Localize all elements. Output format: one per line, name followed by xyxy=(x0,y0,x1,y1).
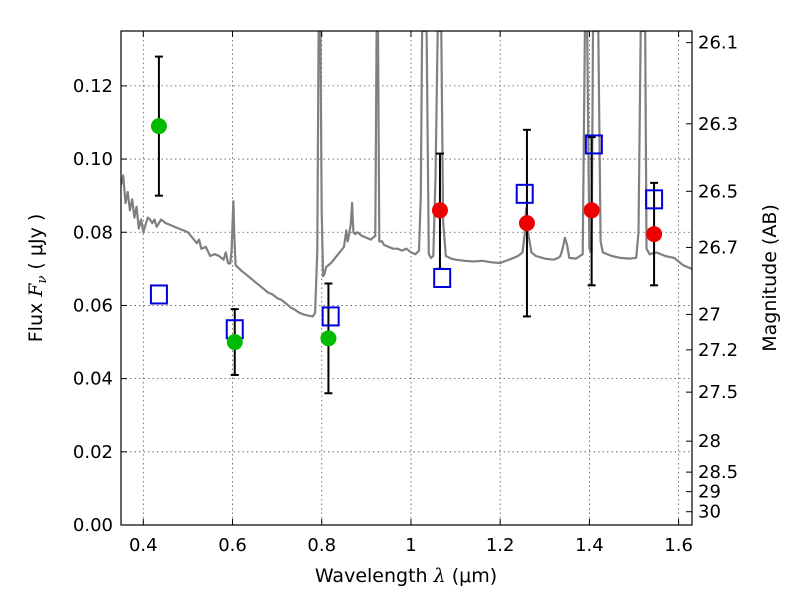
y2-tick-label: 27.2 xyxy=(698,340,738,361)
x-tick-label: 0.8 xyxy=(307,535,336,556)
x-tick-label: 1.2 xyxy=(486,535,515,556)
x-tick-label: 1.6 xyxy=(664,535,693,556)
y2-tick-label: 30 xyxy=(698,502,721,523)
data-point xyxy=(320,330,337,347)
y2-tick-label: 28 xyxy=(698,431,721,452)
data-point xyxy=(583,202,600,219)
plot-area xyxy=(121,31,692,395)
y-tick-label: 0.00 xyxy=(73,515,113,536)
spectrum-line xyxy=(121,31,692,318)
x-tick-label: 1.4 xyxy=(575,535,604,556)
x-axis-label: Wavelength λ (μm) xyxy=(315,565,497,587)
y2-tick-label: 26.7 xyxy=(698,237,738,258)
data-point xyxy=(431,202,448,219)
model-square xyxy=(321,306,340,327)
grid xyxy=(121,31,692,526)
data-point xyxy=(518,215,535,232)
model-square xyxy=(149,284,168,305)
y-tick-label: 0.02 xyxy=(73,442,113,463)
axes: 0.4 0.6 0.8 1 1.2 1.4 1.6 0.00 0.02 0.04 0.06 0.08 0… xyxy=(73,30,738,556)
y2-tick-label: 29 xyxy=(698,482,721,503)
x-tick-label: 0.6 xyxy=(218,535,247,556)
x-tick-label: 1 xyxy=(405,535,416,556)
y2-axis-label: Magnitude (AB) xyxy=(759,204,781,352)
x-tick-label: 0.4 xyxy=(129,535,158,556)
y2-tick-label: 27.5 xyxy=(698,382,738,403)
model-square xyxy=(515,183,534,204)
y2-tick-label: 26.5 xyxy=(698,181,738,202)
y2-tick-label: 27 xyxy=(698,304,721,325)
y2-tick-label: 28.5 xyxy=(698,462,738,483)
y-tick-label: 0.12 xyxy=(73,76,113,97)
model-square xyxy=(433,268,452,288)
y-tick-label: 0.08 xyxy=(73,222,113,243)
y-axis-label: Flux Fν ( μJy ) xyxy=(25,214,50,343)
plot-frame xyxy=(120,30,693,526)
y-tick-label: 0.10 xyxy=(73,149,113,170)
y2-tick-label: 26.1 xyxy=(698,33,738,54)
data-point xyxy=(646,226,663,243)
y-tick-label: 0.04 xyxy=(73,369,113,390)
model-square xyxy=(584,134,603,155)
data-point xyxy=(226,334,243,351)
y2-tick-label: 26.3 xyxy=(698,114,738,135)
labels: Wavelength λ (μm) Flux Fν ( μJy ) Magnit… xyxy=(25,204,781,587)
model-square xyxy=(645,189,664,210)
data-point xyxy=(150,118,167,135)
y-tick-label: 0.06 xyxy=(73,295,113,316)
